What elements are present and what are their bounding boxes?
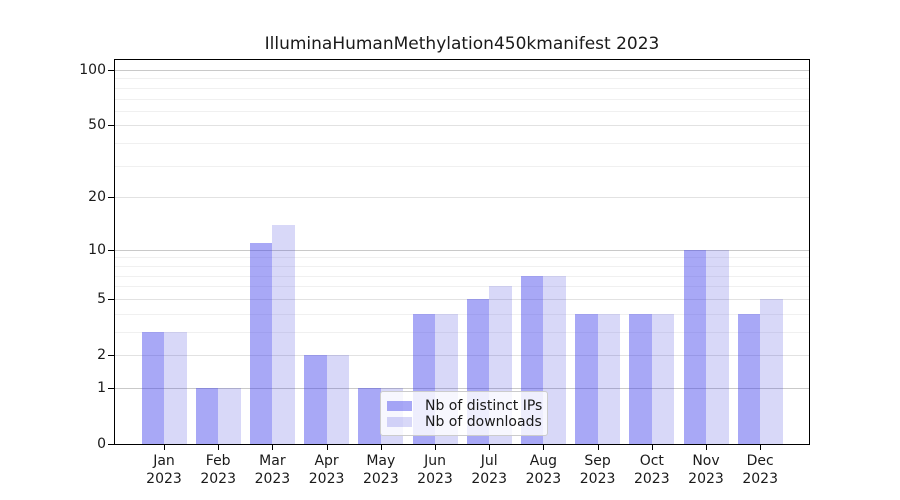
bar-downloads-sep bbox=[597, 313, 621, 444]
legend-label-distinct-ips: Nb of distinct IPs bbox=[425, 397, 543, 414]
bar-distinct-ips-sep bbox=[575, 313, 598, 444]
bar-downloads-mar bbox=[272, 224, 295, 444]
bar-downloads-apr bbox=[326, 354, 350, 444]
bar-distinct-ips-mar bbox=[249, 242, 273, 444]
chart-title: IlluminaHumanMethylation450kmanifest 202… bbox=[264, 34, 660, 54]
minor-gridline bbox=[115, 98, 809, 100]
x-tick-label-aug: Aug 2023 bbox=[525, 453, 562, 487]
x-tick-mark bbox=[489, 445, 491, 450]
bar-distinct-ips-nov bbox=[683, 249, 706, 444]
legend: Nb of distinct IPs Nb of downloads bbox=[380, 391, 548, 436]
x-tick-mark bbox=[543, 445, 545, 450]
y-tick-label-0: 0 bbox=[97, 436, 106, 452]
legend-row-distinct-ips: Nb of distinct IPs bbox=[387, 397, 543, 414]
x-tick-label-jul: Jul 2023 bbox=[471, 453, 507, 487]
x-tick-mark bbox=[326, 445, 328, 450]
x-tick-label-sep: Sep 2023 bbox=[579, 453, 616, 487]
x-tick-label-jan: Jan 2023 bbox=[146, 453, 182, 487]
gridline-50 bbox=[115, 125, 809, 127]
gridline-2 bbox=[115, 354, 809, 356]
bar-downloads-aug bbox=[543, 275, 566, 444]
x-tick-mark bbox=[164, 445, 165, 450]
plot-area: Nb of distinct IPs Nb of downloads bbox=[114, 59, 810, 445]
y-tick-label-2: 2 bbox=[97, 346, 106, 363]
bar-distinct-ips-jan bbox=[141, 331, 164, 444]
minor-gridline bbox=[115, 143, 809, 145]
bar-downloads-nov bbox=[706, 249, 729, 444]
y-tick-label-1: 1 bbox=[97, 379, 106, 396]
x-tick-label-apr: Apr 2023 bbox=[308, 453, 345, 487]
minor-gridline bbox=[115, 313, 809, 315]
minor-gridline bbox=[115, 331, 809, 333]
x-tick-label-feb: Feb 2023 bbox=[200, 453, 236, 487]
gridline-10 bbox=[115, 249, 809, 251]
x-tick-label-dec: Dec 2023 bbox=[742, 453, 778, 487]
x-tick-mark bbox=[597, 445, 599, 450]
y-tick-label-5: 5 bbox=[97, 290, 106, 307]
minor-gridline bbox=[115, 286, 809, 288]
minor-gridline bbox=[115, 78, 809, 80]
x-tick-mark bbox=[218, 445, 220, 450]
x-tick-label-mar: Mar 2023 bbox=[254, 453, 291, 487]
y-tick-mark bbox=[108, 249, 114, 251]
gridline-20 bbox=[115, 197, 809, 199]
bar-downloads-feb bbox=[218, 387, 241, 444]
gridline-1 bbox=[115, 387, 809, 389]
minor-gridline bbox=[115, 257, 809, 259]
x-tick-mark bbox=[706, 445, 707, 450]
legend-row-downloads: Nb of downloads bbox=[387, 413, 542, 430]
bar-distinct-ips-dec bbox=[737, 313, 761, 444]
y-tick-mark bbox=[108, 354, 114, 356]
minor-gridline bbox=[115, 87, 809, 89]
x-tick-mark bbox=[651, 445, 653, 450]
y-tick-mark bbox=[108, 70, 114, 71]
legend-swatch-distinct-ips bbox=[387, 400, 412, 411]
minor-gridline bbox=[115, 110, 809, 112]
y-tick-mark bbox=[108, 197, 114, 199]
y-tick-mark bbox=[108, 298, 114, 300]
x-tick-mark bbox=[380, 445, 382, 450]
bar-downloads-dec bbox=[760, 298, 783, 444]
legend-label-downloads: Nb of downloads bbox=[425, 413, 542, 430]
bar-downloads-oct bbox=[651, 313, 675, 444]
bar-distinct-ips-oct bbox=[629, 313, 652, 444]
x-tick-mark bbox=[272, 445, 274, 450]
x-tick-mark bbox=[760, 445, 762, 450]
y-tick-label-10: 10 bbox=[88, 241, 106, 258]
y-tick-label-20: 20 bbox=[88, 189, 106, 206]
x-tick-label-may: May 2023 bbox=[362, 453, 399, 487]
y-tick-label-100: 100 bbox=[79, 62, 106, 78]
bar-distinct-ips-feb bbox=[195, 387, 219, 444]
legend-swatch-downloads bbox=[387, 416, 412, 427]
x-tick-label-oct: Oct 2023 bbox=[633, 453, 670, 487]
minor-gridline bbox=[115, 165, 809, 167]
bar-distinct-ips-may bbox=[358, 387, 381, 444]
y-tick-mark bbox=[108, 387, 114, 389]
y-tick-mark bbox=[108, 444, 114, 445]
x-tick-mark bbox=[435, 445, 436, 450]
minor-gridline bbox=[115, 275, 809, 277]
bar-downloads-jan bbox=[164, 331, 187, 444]
x-tick-label-jun: Jun 2023 bbox=[417, 453, 453, 487]
x-tick-label-nov: Nov 2023 bbox=[688, 453, 724, 487]
gridline-5 bbox=[115, 298, 809, 300]
minor-gridline bbox=[115, 265, 809, 267]
y-tick-label-50: 50 bbox=[88, 117, 106, 134]
y-tick-mark bbox=[108, 125, 114, 127]
bar-distinct-ips-apr bbox=[304, 354, 327, 444]
gridline-100 bbox=[115, 70, 809, 71]
